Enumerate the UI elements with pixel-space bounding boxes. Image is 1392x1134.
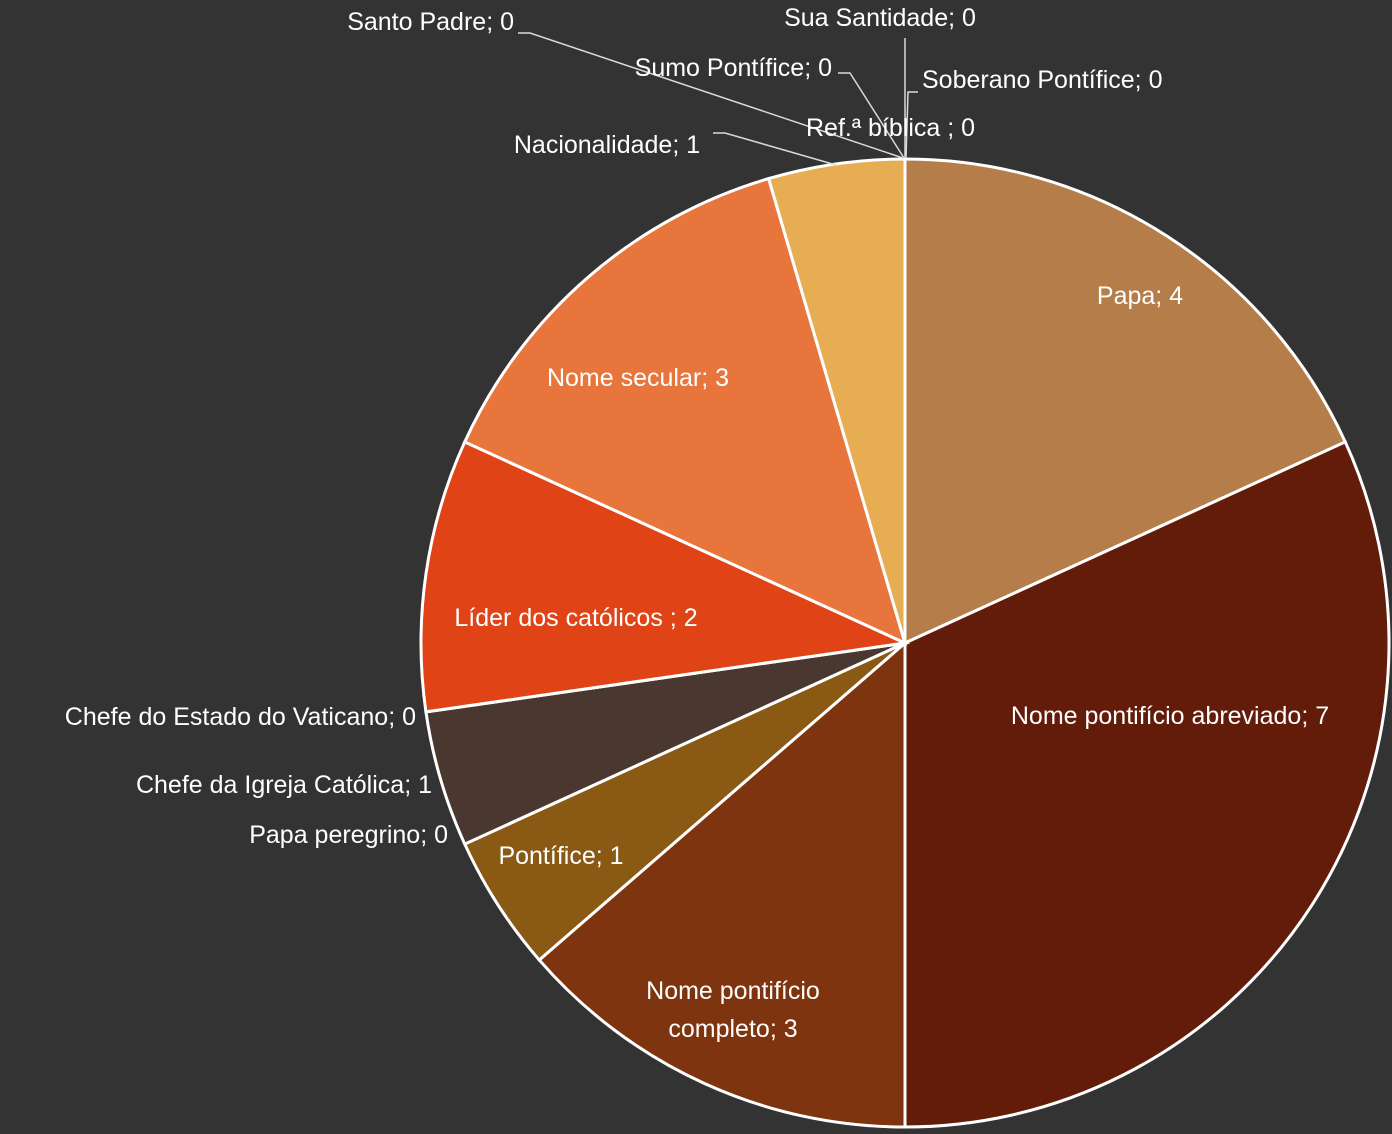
category-label: Santo Padre [347,8,487,36]
label-separator: ; [1134,66,1149,94]
leader-line [713,132,837,166]
value-label: 4 [1169,282,1184,310]
value-label: 1 [418,771,432,799]
value-label: 0 [402,703,416,731]
pie-slice [537,639,907,1129]
data-label: Nome secular; 3 [547,359,729,397]
data-label: Nacionalidade; 1 [497,126,717,164]
value-label: 3 [783,1015,798,1043]
data-label: Nome pontifício abreviado; 7 [1011,697,1329,735]
leader-lines [518,32,918,166]
value-label: 1 [686,131,701,159]
category-label: Sua Santidade [784,4,949,32]
slices [419,157,1391,1129]
label-separator: ; [947,114,962,142]
leader-line [838,72,905,159]
value-label: 0 [500,8,514,36]
label-separator: ; [420,821,435,849]
category-label: Soberano Pontífice [922,66,1135,94]
value-label: 0 [962,4,976,32]
label-separator: ; [404,771,419,799]
pie-slice [462,176,908,646]
category-label: Nome secular [546,364,702,392]
data-label: Papa peregrino; 0 [249,816,448,854]
data-label: Líder dos católicos ; 2 [454,599,697,637]
label-separator: ; [769,1015,784,1043]
leader-line [905,91,918,159]
category-label: Ref.ª bíblica [806,114,948,142]
value-label: 1 [609,842,624,870]
category-label: Papa peregrino [249,821,421,849]
label-separator: ; [388,703,403,731]
data-label: Santo Padre; 0 [347,3,514,41]
label-separator: ; [1155,282,1170,310]
pie-slice [903,439,1391,1129]
value-label: 0 [818,54,832,82]
value-label: 7 [1315,702,1330,730]
label-separator: ; [669,604,684,632]
data-label: Sua Santidade; 0 [784,0,976,37]
value-label: 0 [434,821,448,849]
data-label: Nome pontifício completo; 3 [603,972,863,1048]
data-label: Sumo Pontífice; 0 [635,49,832,87]
data-label: Chefe da Igreja Católica; 1 [136,766,432,804]
label-separator: ; [701,364,716,392]
data-label: Papa; 4 [1097,277,1183,315]
leader-line [518,32,904,159]
category-label: Sumo Pontífice [634,54,805,82]
category-label: Nome pontifício completo [646,977,820,1043]
data-label: Ref.ª bíblica ; 0 [806,109,975,147]
label-separator: ; [1301,702,1316,730]
category-label: Pontífice [498,842,596,870]
value-label: 0 [961,114,976,142]
category-label: Papa [1096,282,1156,310]
value-label: 3 [715,364,730,392]
category-label: Chefe da Igreja Católica [135,771,405,799]
category-label: Nome pontifício abreviado [1010,702,1302,730]
pie-slice [903,157,1348,646]
label-separator: ; [672,131,687,159]
label-separator: ; [804,54,819,82]
category-label: Chefe do Estado do Vaticano [64,703,389,731]
category-label: Nacionalidade [513,131,673,159]
category-label: Líder dos católicos [454,604,670,632]
pie-slice [419,439,911,714]
value-label: 0 [1148,66,1163,94]
data-label: Pontífice; 1 [498,837,623,875]
label-separator: ; [948,4,963,32]
label-separator: ; [595,842,610,870]
label-separator: ; [486,8,501,36]
data-label: Soberano Pontífice; 0 [922,61,1162,99]
value-label: 2 [683,604,698,632]
data-label: Chefe do Estado do Vaticano; 0 [65,698,416,736]
